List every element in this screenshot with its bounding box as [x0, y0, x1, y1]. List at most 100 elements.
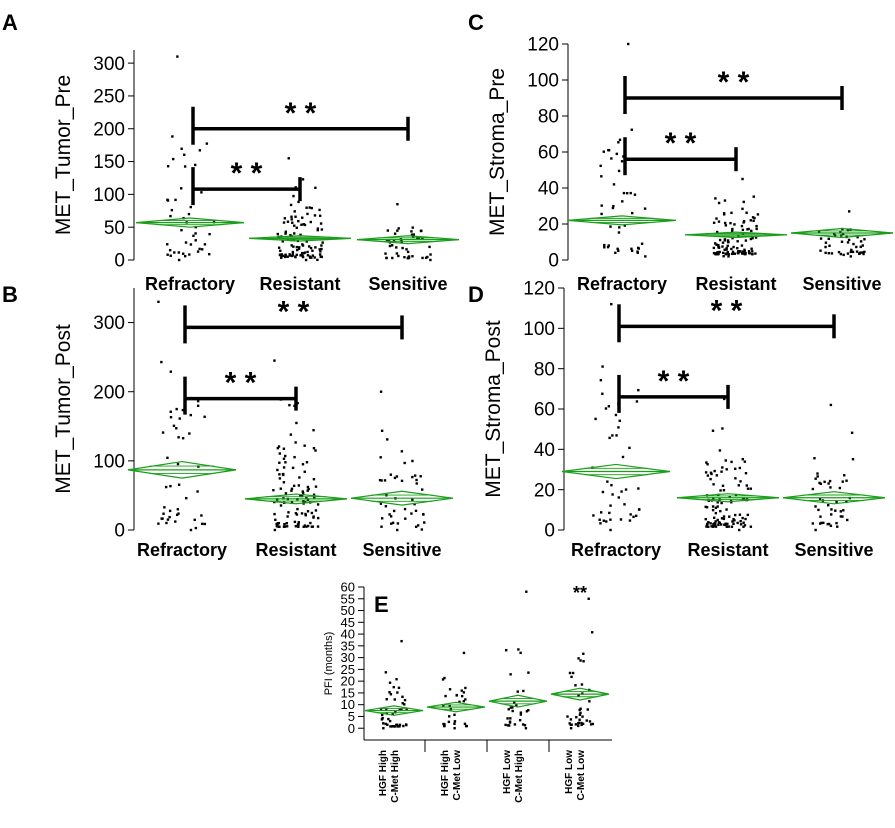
- data-point: [291, 466, 295, 470]
- data-point: [290, 489, 293, 492]
- data-point: [827, 482, 830, 485]
- data-point: [302, 252, 305, 255]
- data-point: [194, 526, 198, 530]
- data-point: [751, 250, 754, 253]
- data-point: [194, 163, 197, 167]
- data-point: [858, 252, 861, 256]
- data-point: [161, 431, 165, 434]
- data-point: [410, 230, 413, 233]
- data-point: [722, 213, 726, 216]
- data-point: [570, 723, 573, 726]
- data-point: [189, 413, 192, 417]
- data-point: [570, 675, 573, 679]
- data-point: [403, 698, 407, 702]
- data-point: [177, 512, 180, 515]
- data-point: [712, 221, 716, 224]
- data-point: [189, 205, 192, 209]
- data-point: [282, 447, 286, 450]
- y-tick-label: 120: [527, 35, 559, 56]
- data-point: [410, 512, 413, 515]
- data-point: [742, 497, 746, 501]
- y-axis-label: MET_Stroma_Post: [482, 320, 505, 498]
- data-point: [379, 390, 383, 393]
- y-tick-label: 0: [114, 521, 125, 542]
- data-point: [462, 651, 466, 655]
- data-point: [180, 187, 183, 190]
- data-point: [509, 706, 513, 709]
- data-point: [290, 501, 294, 504]
- data-point: [203, 243, 207, 246]
- data-point: [305, 461, 309, 464]
- data-point: [620, 490, 623, 493]
- data-point: [587, 597, 590, 600]
- data-point: [307, 487, 310, 491]
- data-point: [175, 513, 179, 517]
- data-point: [287, 157, 290, 160]
- data-point: [294, 441, 297, 444]
- data-point: [290, 244, 293, 247]
- y-tick-label: 300: [93, 313, 125, 334]
- data-point: [637, 388, 640, 392]
- data-point: [311, 525, 315, 528]
- data-point: [814, 477, 817, 480]
- data-point: [419, 475, 422, 478]
- data-point: [413, 502, 416, 506]
- data-point: [828, 479, 832, 483]
- data-point: [165, 521, 168, 525]
- data-point: [320, 255, 324, 259]
- data-point: [614, 251, 617, 254]
- data-point: [569, 718, 573, 721]
- data-point: [749, 237, 753, 241]
- data-point: [411, 459, 414, 463]
- data-point: [443, 724, 446, 728]
- panel-label-e: E: [374, 592, 389, 617]
- data-point: [292, 245, 295, 248]
- data-point: [819, 237, 823, 240]
- data-point: [839, 510, 843, 513]
- data-point: [855, 250, 859, 253]
- data-point: [588, 700, 591, 703]
- data-point: [837, 250, 841, 254]
- data-point: [741, 177, 744, 181]
- data-point: [738, 513, 742, 516]
- data-point: [618, 419, 621, 422]
- data-point: [185, 496, 188, 500]
- data-point: [290, 218, 293, 221]
- data-point: [320, 247, 323, 251]
- data-point: [278, 461, 281, 464]
- data-point: [429, 258, 432, 262]
- data-point: [296, 248, 299, 252]
- data-point: [714, 520, 717, 523]
- data-point: [189, 528, 193, 532]
- data-point: [166, 518, 170, 521]
- data-point: [850, 431, 854, 434]
- data-point: [314, 509, 318, 512]
- data-point: [601, 392, 604, 395]
- data-point: [283, 217, 287, 220]
- data-point: [591, 722, 595, 726]
- category-label: C-Met High: [390, 750, 401, 803]
- data-point: [411, 235, 415, 239]
- data-point: [188, 253, 191, 256]
- data-point: [586, 708, 589, 711]
- data-point: [183, 254, 187, 258]
- y-axis-label: PFI (months): [323, 632, 335, 696]
- data-point: [630, 247, 633, 250]
- data-point: [411, 498, 414, 501]
- data-point: [730, 525, 734, 528]
- data-point: [385, 712, 388, 715]
- data-point: [519, 711, 523, 714]
- data-point: [453, 727, 456, 730]
- data-point: [398, 725, 401, 728]
- data-point: [175, 427, 178, 430]
- data-point: [395, 475, 399, 478]
- data-point: [568, 671, 572, 675]
- data-point: [727, 240, 730, 244]
- data-point: [811, 522, 815, 525]
- data-point: [711, 525, 715, 528]
- y-axis-label: MET_Tumor_Post: [52, 324, 75, 494]
- data-point: [829, 403, 833, 407]
- data-point: [388, 244, 392, 248]
- data-point: [813, 457, 816, 460]
- data-point: [316, 516, 320, 520]
